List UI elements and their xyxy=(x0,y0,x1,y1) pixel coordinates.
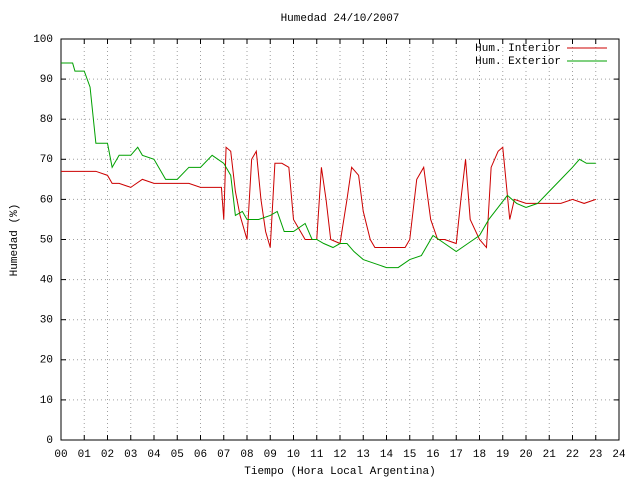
x-tick-label: 09 xyxy=(264,449,277,461)
x-tick-label: 06 xyxy=(194,449,207,461)
x-tick-label: 23 xyxy=(589,449,602,461)
x-tick-label: 10 xyxy=(287,449,300,461)
y-axis-label: Humedad (%) xyxy=(9,204,21,277)
x-tick-label: 17 xyxy=(450,449,463,461)
plot-border xyxy=(60,38,620,441)
x-tick-label: 02 xyxy=(101,449,114,461)
y-tick-label: 10 xyxy=(40,395,53,407)
x-tick-label: 24 xyxy=(612,449,626,461)
x-tick-label: 18 xyxy=(473,449,486,461)
y-tick-label: 70 xyxy=(40,154,53,166)
y-tick-label: 20 xyxy=(40,355,53,367)
x-tick-label: 12 xyxy=(333,449,346,461)
data-line xyxy=(61,62,596,269)
x-tick-label: 19 xyxy=(496,449,509,461)
x-tick-label: 22 xyxy=(566,449,579,461)
x-tick-label: 05 xyxy=(171,449,184,461)
y-tick-label: 100 xyxy=(33,34,53,46)
legend-label: Hum. Interior xyxy=(475,43,561,55)
x-tick-label: 04 xyxy=(147,449,161,461)
x-tick-label: 14 xyxy=(380,449,394,461)
y-tick-label: 80 xyxy=(40,114,53,126)
data-line xyxy=(61,146,596,249)
x-tick-label: 07 xyxy=(217,449,230,461)
x-tick-label: 16 xyxy=(426,449,439,461)
y-tick-label: 90 xyxy=(40,74,53,86)
y-tick-label: 30 xyxy=(40,315,53,327)
x-tick-label: 08 xyxy=(240,449,253,461)
x-tick-label: 11 xyxy=(310,449,324,461)
x-tick-label: 15 xyxy=(403,449,416,461)
x-tick-label: 13 xyxy=(357,449,370,461)
x-tick-label: 21 xyxy=(543,449,557,461)
x-tick-label: 00 xyxy=(54,449,67,461)
legend-label: Hum. Exterior xyxy=(475,56,561,68)
x-tick-label: 01 xyxy=(78,449,92,461)
y-tick-label: 0 xyxy=(46,435,53,447)
x-tick-label: 20 xyxy=(519,449,532,461)
y-tick-label: 50 xyxy=(40,234,53,246)
chart-title: Humedad 24/10/2007 xyxy=(281,13,400,25)
y-tick-label: 60 xyxy=(40,194,53,206)
x-axis-label: Tiempo (Hora Local Argentina) xyxy=(244,466,435,478)
y-tick-label: 40 xyxy=(40,275,53,287)
x-tick-label: 03 xyxy=(124,449,137,461)
